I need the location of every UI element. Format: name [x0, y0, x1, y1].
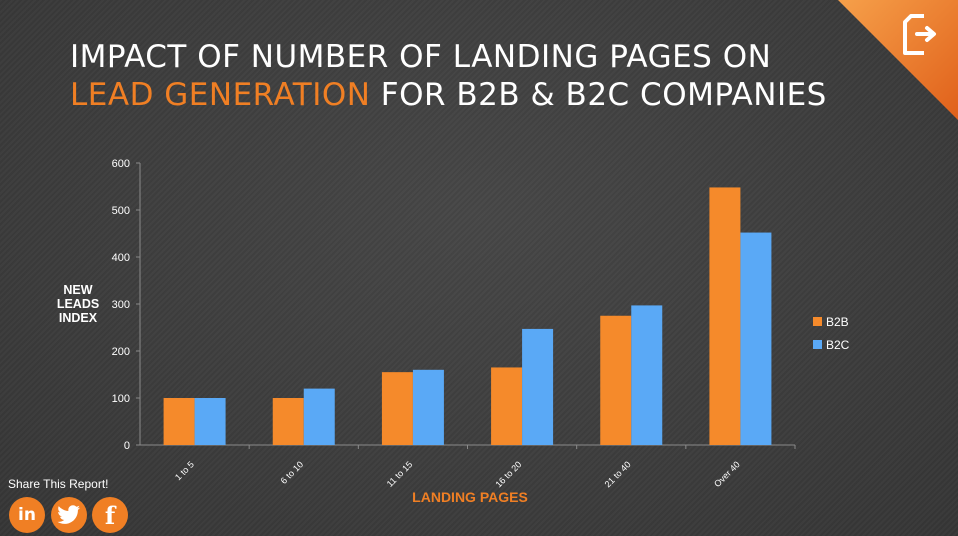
y-tick-label: 200: [112, 346, 130, 358]
y-tick-label: 400: [112, 252, 130, 264]
x-tick-label: 21 to 40: [603, 459, 633, 489]
facebook-button[interactable]: f: [92, 497, 128, 533]
export-document-icon[interactable]: [903, 14, 936, 55]
facebook-icon: f: [104, 500, 116, 530]
legend-swatch-b2c: [813, 340, 822, 349]
bar-b2c: [412, 369, 444, 445]
corner-badge: [838, 0, 958, 120]
linkedin-button[interactable]: in: [9, 497, 45, 533]
bar-b2b: [600, 315, 632, 445]
share-label: Share This Report!: [8, 477, 109, 491]
y-tick-label: 100: [112, 393, 130, 405]
page-title: IMPACT OF NUMBER OF LANDING PAGES ON LEA…: [70, 38, 827, 114]
linkedin-icon: in: [18, 505, 36, 525]
bar-b2c: [303, 388, 335, 445]
bar-b2b: [381, 372, 413, 445]
twitter-button[interactable]: [51, 497, 87, 533]
bar-b2b: [163, 398, 195, 445]
title-line-1: IMPACT OF NUMBER OF LANDING PAGES ON: [70, 39, 772, 75]
bar-b2c: [194, 398, 226, 445]
title-line-2: FOR B2B & B2C COMPANIES: [370, 77, 827, 113]
bar-b2c: [740, 232, 772, 445]
bar-b2c: [631, 305, 663, 445]
bar-b2b: [272, 398, 304, 445]
title-accent: LEAD GENERATION: [70, 77, 371, 113]
bar-b2b: [491, 367, 523, 445]
legend-label-b2c: B2C: [826, 338, 850, 352]
bar-b2c: [522, 328, 554, 445]
x-tick-label: 16 to 20: [493, 459, 523, 489]
legend-swatch-b2b: [813, 317, 822, 326]
twitter-icon: [57, 505, 80, 524]
y-tick-label: 500: [112, 205, 130, 217]
x-tick-label: Over 40: [712, 459, 742, 489]
legend-label-b2b: B2B: [826, 315, 849, 329]
y-axis-label: NEW LEADS INDEX: [56, 283, 100, 325]
y-tick-label: 600: [112, 158, 130, 170]
x-tick-label: 1 to 5: [173, 459, 196, 482]
y-tick-label: 0: [124, 440, 130, 452]
bar-b2b: [709, 187, 741, 445]
y-tick-label: 300: [112, 299, 130, 311]
x-tick-label: 11 to 15: [385, 459, 415, 489]
x-axis-label: LANDING PAGES: [412, 489, 528, 505]
x-tick-label: 6 to 10: [279, 459, 306, 486]
